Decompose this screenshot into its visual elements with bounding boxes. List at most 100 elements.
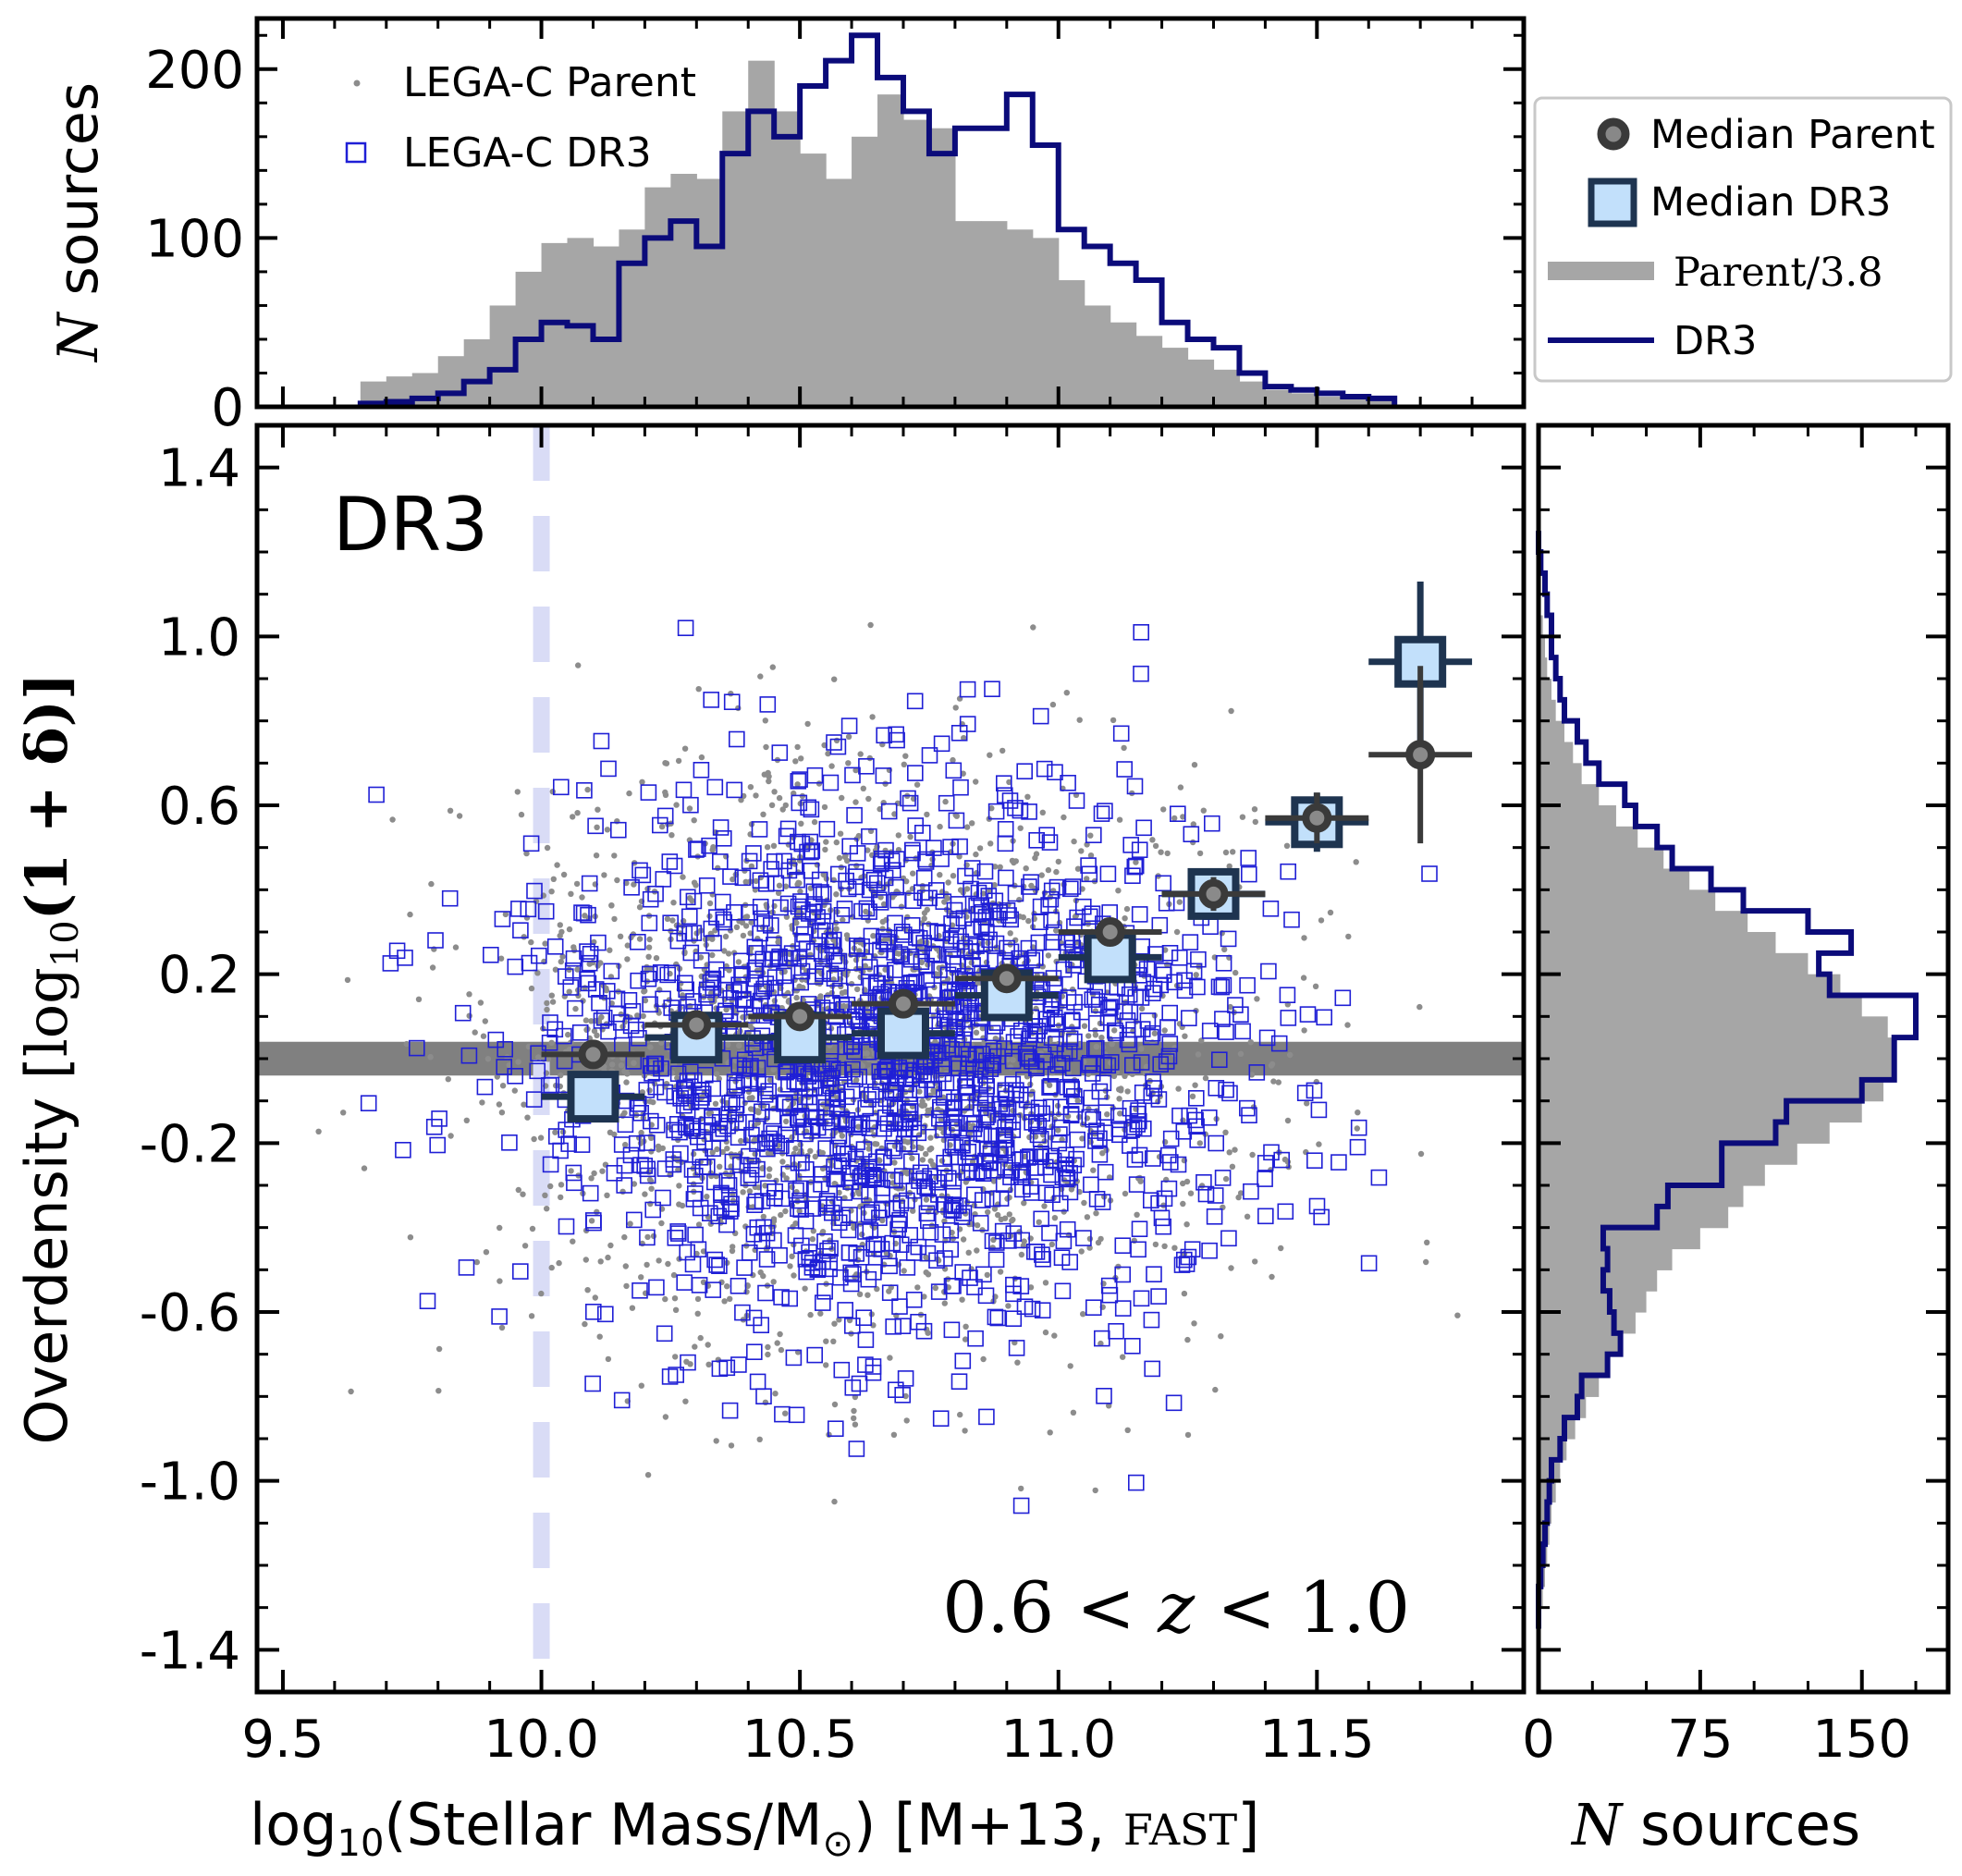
dr3-point [1207,1187,1224,1204]
dr3-point [987,1251,1005,1269]
parent-point [928,1222,936,1229]
dr3-point [950,724,968,742]
dr3-point [1059,1220,1076,1238]
top-parent-bar [1239,381,1267,407]
dr3-point [1128,1176,1146,1193]
parent-point [749,1095,755,1101]
dr3-point [1127,857,1145,875]
dr3-point [587,981,605,998]
parent-point [1175,1085,1182,1092]
parent-point [869,714,876,720]
parent-point [681,950,688,957]
parent-point [1230,849,1236,855]
parent-point [1152,1241,1159,1248]
dr3-point [966,1186,983,1203]
parent-point [547,1183,554,1190]
dr3-point [705,970,722,987]
parent-point [792,1220,799,1227]
parent-point [1354,1125,1361,1132]
parent-point [608,902,615,909]
dr3-point [721,1203,739,1220]
dr3-point [1012,1169,1030,1185]
parent-point [1181,1290,1188,1297]
dr3-point [669,1223,687,1240]
parent-point [548,889,555,895]
dr3-point [790,772,807,790]
parent-point [675,757,682,765]
dr3-point [723,693,741,711]
dr3-point [656,1160,674,1177]
main-ticks: 9.5 10.0 10.5 11.0 11.51.41.00.60.2-0.2-0.6-… [140,425,1524,1770]
parent-point [923,1269,929,1276]
dr3-point [911,1172,927,1189]
dr3-point [1101,1286,1119,1304]
dr3-point [507,1068,524,1085]
dr3-point [918,971,936,988]
parent-point [924,811,930,818]
dr3-point [656,1084,674,1101]
parent-point [597,1258,604,1265]
parent-point [1023,865,1029,872]
dr3-point [792,1201,810,1218]
parent-point [621,1233,628,1241]
right-histogram-panel: 0 75 150 N sources [1522,423,1951,1858]
dr3-point [1201,1023,1219,1039]
median-parent-marker [785,1001,815,1032]
parent-point [775,938,781,946]
parent-point [811,818,818,826]
parent-point [538,1290,545,1297]
dr3-point [857,1223,874,1240]
parent-point [1033,851,1040,857]
parent-point [668,832,675,839]
parent-point [1092,1032,1099,1038]
parent-point [1074,865,1082,872]
parent-point [642,987,648,994]
parent-point [724,1146,730,1152]
dr3-point [741,903,758,921]
median-parent-marker [1198,878,1229,909]
parent-point [463,1117,470,1124]
parent-point [593,852,600,859]
parent-point [763,743,769,751]
parent-point [903,878,910,885]
dr3-point [802,833,819,851]
right-parent-bar [1539,1354,1610,1377]
dr3-point [832,1269,849,1286]
parent-point [691,879,698,886]
dr3-point [1017,1045,1035,1062]
median-parent-legend-icon [1597,117,1630,151]
dr3-point [816,1283,834,1300]
dr3-point [1042,1147,1059,1165]
parent-point [591,1170,597,1177]
dr3-point [1283,911,1300,928]
dr3-point [1000,1232,1017,1249]
parent-point [1353,859,1359,865]
dr3-point [984,681,1000,698]
dr3-point [1029,1126,1047,1144]
dr3-point [987,892,1004,910]
parent-point [833,891,840,898]
dr3-point [920,1194,938,1211]
dr3-point [1007,800,1024,816]
dr3-point [842,1173,860,1190]
dr3-point [943,915,960,932]
dr3-point [891,1063,909,1080]
dr3-point [698,877,716,894]
dr3-point [950,1055,967,1072]
parent-point [787,1263,793,1269]
dr3-point [1032,707,1049,725]
dr3-point [1028,1244,1046,1260]
parent-point [594,1208,600,1216]
parent-point [901,1138,908,1145]
dr3-point [1170,805,1186,823]
parent-point [736,1042,742,1049]
dr3-point [858,757,875,775]
parent-point [735,705,742,712]
parent-point [1247,1039,1255,1046]
top-parent-bar [1291,393,1318,407]
parent-point [712,1100,719,1108]
parent-point [429,964,436,971]
dr3-point [1002,1169,1019,1185]
parent-point [923,1150,929,1158]
parent-point [880,901,888,908]
